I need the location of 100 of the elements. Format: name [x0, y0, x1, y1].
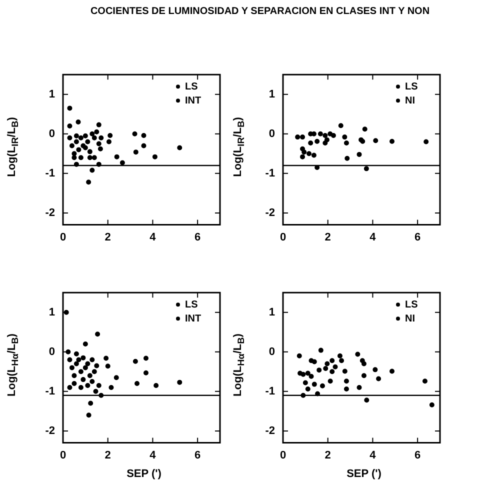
x-tick-label: 4 [370, 231, 377, 244]
point [373, 138, 378, 144]
point [90, 379, 95, 384]
point [143, 370, 148, 376]
point [96, 382, 102, 388]
point [78, 384, 84, 390]
point [337, 353, 342, 358]
x-tick-label: 4 [150, 231, 157, 244]
point [78, 135, 84, 140]
point [364, 398, 370, 403]
x-tick-label: 6 [194, 449, 201, 462]
point [339, 358, 344, 364]
x-axis-title: SEP (') [126, 468, 162, 480]
point [87, 155, 92, 160]
point [69, 365, 74, 370]
point [312, 359, 317, 364]
point [67, 123, 72, 128]
text: COCIENTES DE LUMINOSIDAD Y SEPARACION EN CLASES INT Y NON [89, 6, 431, 17]
legend-label: LS [405, 81, 418, 92]
point [76, 120, 81, 125]
point [133, 150, 138, 155]
point [82, 133, 88, 138]
point [361, 373, 366, 378]
point [80, 377, 86, 382]
point [72, 373, 77, 378]
y-tick-label: 1 [268, 88, 275, 100]
point [361, 361, 366, 366]
point [86, 412, 92, 418]
point [85, 139, 90, 144]
x-axis-title: SEP (') [346, 468, 382, 480]
point [85, 361, 90, 366]
point [143, 356, 148, 361]
x-tick-label: 0 [280, 231, 286, 244]
y-tick-label: -1 [265, 385, 275, 398]
point [330, 369, 335, 374]
y-tick-label: -1 [45, 385, 55, 398]
point [328, 131, 333, 136]
point [324, 361, 330, 366]
point [67, 357, 72, 362]
point [302, 150, 307, 155]
point [316, 368, 322, 373]
legend-label: LS [405, 299, 418, 310]
y-tick-label: 0 [48, 128, 55, 140]
point [320, 383, 325, 388]
point [93, 388, 98, 394]
point [82, 341, 88, 346]
point [108, 384, 114, 390]
point [424, 139, 429, 144]
x-tick-label: 6 [414, 231, 421, 244]
y-tick-label: -1 [265, 167, 275, 180]
point [308, 374, 314, 379]
point [132, 131, 138, 136]
point [88, 400, 94, 406]
y-tick-label: 0 [268, 128, 275, 140]
point [376, 376, 382, 382]
legend-label: INT [185, 95, 202, 106]
point [92, 135, 97, 140]
point [76, 147, 82, 152]
point [306, 151, 312, 156]
x-tick-label: 2 [324, 231, 331, 244]
point [328, 378, 333, 384]
point [94, 129, 100, 134]
x-tick-label: 2 [104, 231, 111, 244]
legend-label: LS [185, 81, 198, 92]
point [300, 372, 306, 377]
point [152, 154, 158, 160]
y-tick-label: 1 [48, 88, 55, 100]
x-tick-label: 0 [60, 231, 66, 244]
y-tick-label: -2 [45, 206, 55, 219]
point [114, 154, 120, 160]
x-tick-label: 0 [280, 449, 286, 462]
point [302, 380, 308, 386]
point [300, 154, 306, 160]
point [74, 133, 79, 138]
x-tick-label: 0 [60, 449, 66, 462]
point [324, 137, 330, 142]
point [78, 369, 84, 374]
point [308, 140, 314, 146]
legend-label: NI [405, 95, 416, 106]
point [318, 348, 324, 353]
point [78, 155, 84, 160]
point [72, 155, 77, 160]
point [105, 364, 110, 369]
y-tick-label: 1 [48, 306, 55, 318]
point [330, 132, 336, 138]
point [372, 367, 378, 372]
y-tick-label: 0 [48, 346, 55, 358]
point [390, 138, 395, 144]
point [67, 384, 72, 390]
point [323, 366, 328, 371]
point [114, 375, 119, 380]
x-tick-label: 4 [370, 449, 377, 462]
point [364, 166, 369, 172]
point [96, 122, 102, 128]
point [67, 135, 72, 140]
point [312, 382, 317, 387]
x-tick-label: 4 [150, 449, 157, 462]
point [295, 134, 300, 140]
legend-label: INT [185, 313, 202, 324]
point [344, 156, 350, 161]
